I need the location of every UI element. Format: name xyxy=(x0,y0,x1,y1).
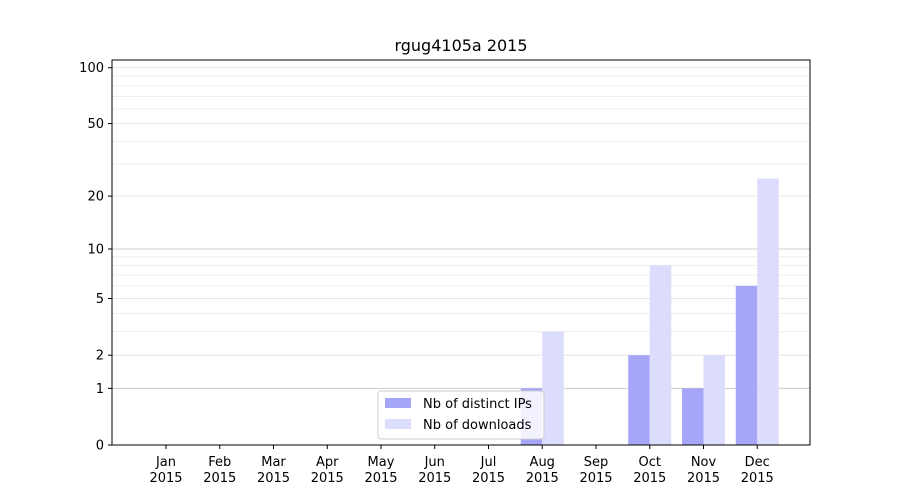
y-tick-label: 5 xyxy=(96,292,104,307)
x-tick-label-month: Apr xyxy=(316,455,339,470)
x-tick-label-year: 2015 xyxy=(579,471,612,486)
bar-downloads-aug xyxy=(542,331,564,445)
bar-distinct-ips-oct xyxy=(628,355,650,445)
x-tick-label-year: 2015 xyxy=(741,471,774,486)
x-tick-label-year: 2015 xyxy=(472,471,505,486)
x-tick-label-year: 2015 xyxy=(364,471,397,486)
y-tick-label: 50 xyxy=(87,117,104,132)
x-tick-label-month: Jul xyxy=(480,455,497,470)
legend-label-downloads: Nb of downloads xyxy=(423,418,532,433)
x-tick-label-year: 2015 xyxy=(203,471,236,486)
x-tick-label-month: May xyxy=(368,455,395,470)
y-tick-label: 1 xyxy=(96,382,104,397)
x-tick-label-month: Oct xyxy=(639,455,661,470)
y-tick-label: 2 xyxy=(96,349,104,364)
x-tick-label-year: 2015 xyxy=(687,471,720,486)
x-tick-label-year: 2015 xyxy=(633,471,666,486)
x-tick-label-year: 2015 xyxy=(257,471,290,486)
grid-lines xyxy=(112,67,810,389)
y-tick-label: 20 xyxy=(87,190,104,205)
legend-swatch-distinct-ips xyxy=(385,398,411,408)
legend: Nb of distinct IPs Nb of downloads xyxy=(377,390,545,440)
x-tick-label-year: 2015 xyxy=(149,471,182,486)
y-tick-label: 10 xyxy=(87,242,104,257)
x-axis: Jan2015Feb2015Mar2015Apr2015May2015Jun20… xyxy=(149,445,774,486)
x-tick-label-year: 2015 xyxy=(311,471,344,486)
x-tick-label-month: Nov xyxy=(691,455,717,470)
x-tick-label-month: Jun xyxy=(424,455,445,470)
bar-downloads-nov xyxy=(703,355,725,445)
x-tick-label-month: Mar xyxy=(261,455,286,470)
bar-distinct-ips-nov xyxy=(682,388,704,445)
x-tick-label-month: Jan xyxy=(155,455,176,470)
bars xyxy=(520,178,779,445)
x-tick-label-month: Feb xyxy=(208,455,231,470)
x-tick-label-month: Sep xyxy=(584,455,609,470)
bar-distinct-ips-dec xyxy=(735,285,758,445)
chart-title: rgug4105a 2015 xyxy=(394,36,527,55)
x-tick-label-year: 2015 xyxy=(526,471,559,486)
legend-box xyxy=(377,390,545,440)
bar-downloads-dec xyxy=(757,178,779,445)
y-tick-label: 0 xyxy=(96,439,104,454)
x-tick-label-month: Dec xyxy=(745,455,770,470)
legend-label-distinct-ips: Nb of distinct IPs xyxy=(423,397,532,412)
bar-downloads-oct xyxy=(649,265,672,445)
plot-frame xyxy=(111,59,811,446)
x-tick-label-year: 2015 xyxy=(418,471,451,486)
y-axis: 0 1 2 5 10 20 50 100 xyxy=(79,61,112,454)
y-tick-label: 100 xyxy=(79,61,104,76)
legend-swatch-downloads xyxy=(385,419,411,429)
x-tick-label-month: Aug xyxy=(530,455,555,470)
